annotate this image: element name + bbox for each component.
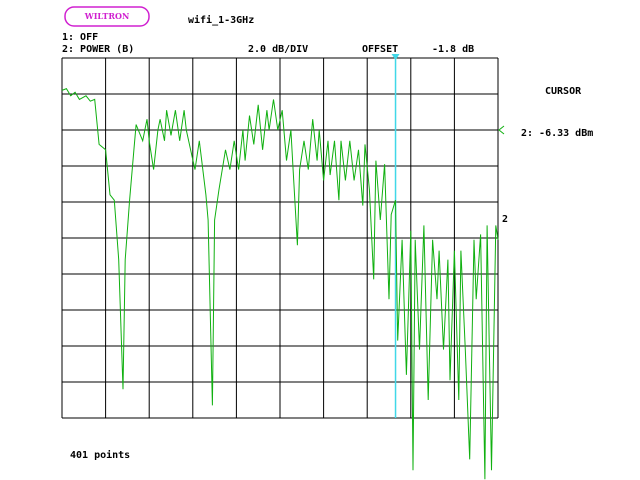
points-label: 401 points [70,449,130,461]
logo-frame [64,6,150,27]
title: wifi_1-3GHz [188,14,254,26]
logo: WILTRON [84,11,130,21]
offset-label: OFFSET [362,44,398,55]
cursor-marker [391,54,400,60]
grid [61,57,499,419]
offset-value: -1.8 dB [432,44,474,55]
reference-marker [498,125,505,135]
scale: 2.0 dB/DIV [248,44,308,55]
channel-1: 1: OFF [62,32,98,43]
trace [61,87,499,480]
cursor-label: CURSOR [545,86,582,97]
trace-label: 2 [502,214,508,225]
channel-2: 2: POWER (B) [62,44,134,55]
cursor-readout: 2: -6.33 dBm [521,128,593,139]
